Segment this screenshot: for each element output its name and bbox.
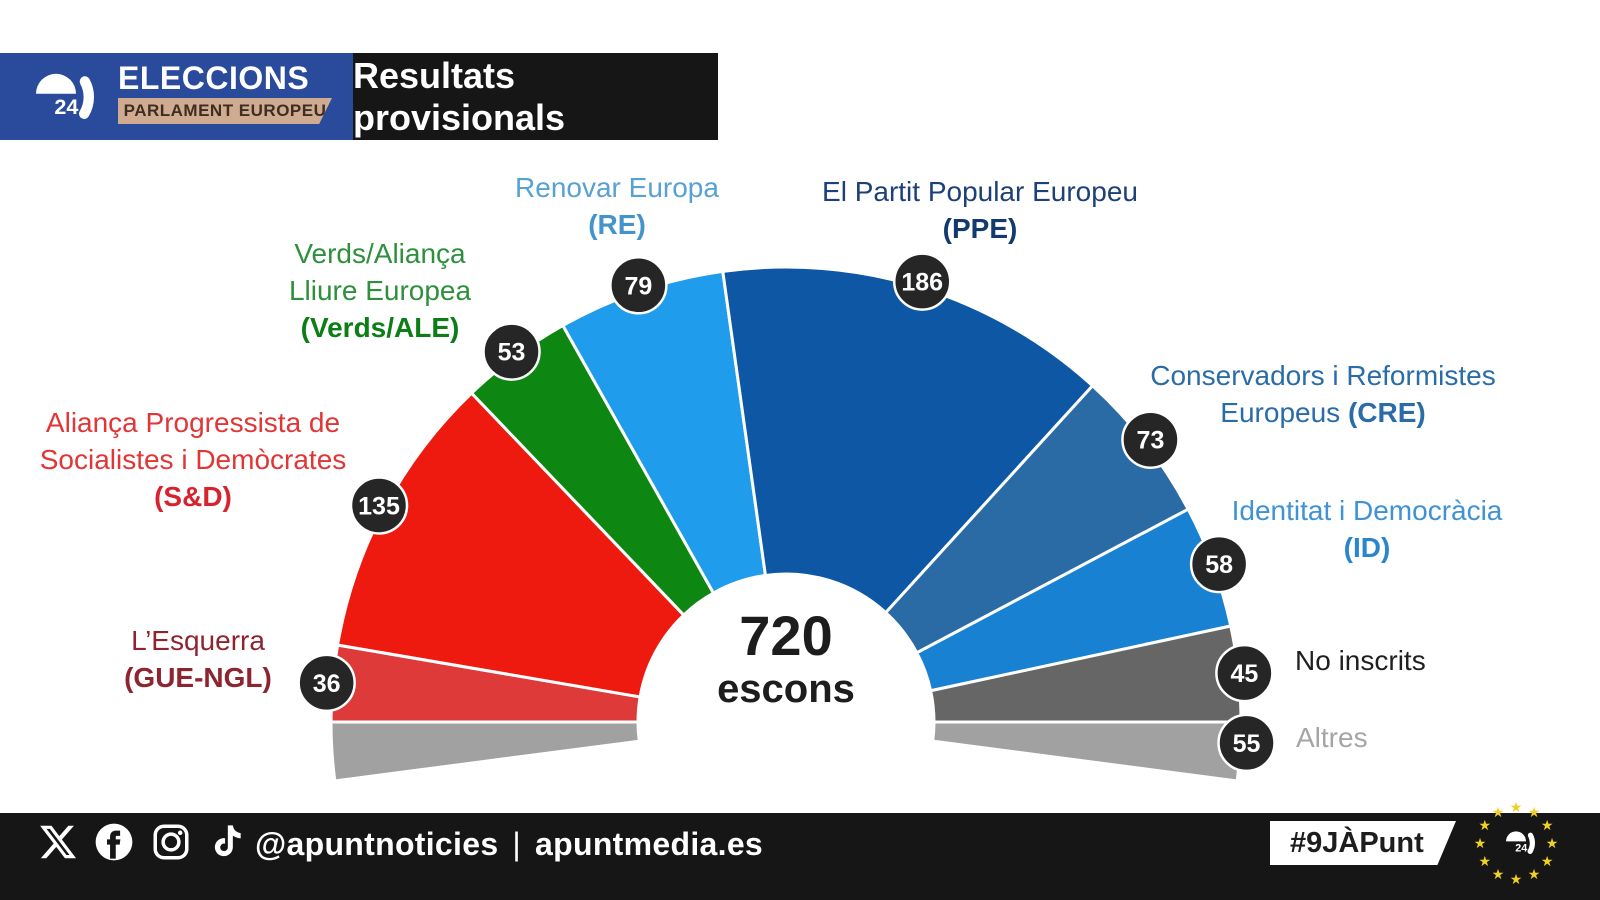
apunt-24-logo-icon bbox=[16, 57, 96, 137]
eu-star-icon: ★ bbox=[1509, 799, 1523, 815]
svg-text:186: 186 bbox=[901, 269, 943, 297]
total-seats-value: 720 bbox=[739, 604, 833, 667]
eu-star-icon: ★ bbox=[1540, 817, 1554, 833]
header-subtitle-ribbon: PARLAMENT EUROPEU bbox=[118, 98, 332, 124]
header-subtitle: PARLAMENT EUROPEU bbox=[123, 101, 327, 120]
eu-star-icon: ★ bbox=[1478, 817, 1492, 833]
eu-star-icon: ★ bbox=[1491, 866, 1505, 883]
hemicycle-chart: 36 135 53 79 186 73 58 45 55 bbox=[297, 252, 1276, 783]
header-title: ELECCIONS bbox=[118, 60, 310, 96]
apunt-24-logo-small-icon bbox=[1496, 823, 1536, 863]
party-label-no-inscrits: No inscrits bbox=[1295, 645, 1426, 676]
svg-text:45: 45 bbox=[1230, 660, 1258, 688]
seat-badge-gue-ngl: 36 bbox=[297, 653, 356, 713]
seat-badge-re: 79 bbox=[609, 256, 668, 315]
website-url: apuntmedia.es bbox=[535, 826, 764, 862]
x-icon bbox=[40, 825, 77, 859]
hashtag-ribbon: #9JÀPunt bbox=[1270, 821, 1456, 865]
seat-badge-sd: 135 bbox=[349, 476, 409, 535]
social-handle: @apuntnoticies bbox=[255, 826, 499, 862]
eu-star-icon: ★ bbox=[1491, 803, 1505, 820]
eu-star-icon: ★ bbox=[1478, 853, 1492, 869]
seat-badge-id: 58 bbox=[1189, 534, 1249, 594]
eu-star-icon: ★ bbox=[1473, 835, 1487, 851]
wedge-altres bbox=[931, 720, 1243, 783]
chart-center-dome bbox=[638, 574, 934, 722]
footer-handles: @apuntnoticies | apuntmedia.es bbox=[255, 826, 763, 863]
eu-stars-apunt-logo: ★ ★ ★ ★ ★ ★ ★ ★ ★ ★ ★ ★ bbox=[1468, 795, 1564, 891]
header-brand-panel: ELECCIONS PARLAMENT EUROPEU bbox=[0, 53, 353, 140]
svg-text:79: 79 bbox=[624, 272, 652, 300]
seat-badge-no-inscrits: 45 bbox=[1215, 643, 1274, 703]
svg-text:55: 55 bbox=[1233, 730, 1261, 758]
eu-star-icon: ★ bbox=[1527, 866, 1541, 883]
party-label-altres: Altres bbox=[1296, 722, 1368, 753]
eu-star-icon: ★ bbox=[1527, 803, 1541, 820]
tiktok-icon bbox=[214, 825, 241, 857]
svg-text:73: 73 bbox=[1137, 427, 1165, 455]
svg-text:58: 58 bbox=[1205, 551, 1233, 579]
eu-star-icon: ★ bbox=[1540, 853, 1554, 869]
seat-badge-ppe: 186 bbox=[892, 252, 952, 311]
facebook-icon bbox=[95, 823, 133, 861]
eu-star-icon: ★ bbox=[1509, 871, 1523, 887]
seat-badge-altres: 55 bbox=[1217, 713, 1276, 773]
seat-badge-cre: 73 bbox=[1121, 410, 1180, 469]
footer-separator: | bbox=[512, 826, 522, 862]
social-icons bbox=[38, 821, 247, 863]
page-title: Resultats provisionals bbox=[353, 54, 566, 138]
header-banner-panel: Resultats provisionals bbox=[353, 53, 718, 140]
hashtag-label: #9JÀPunt bbox=[1290, 826, 1424, 859]
instagram-icon bbox=[153, 824, 189, 860]
svg-text:53: 53 bbox=[498, 339, 526, 367]
total-seats-label: 720 escons bbox=[661, 606, 911, 712]
header-titles: ELECCIONS PARLAMENT EUROPEU bbox=[118, 61, 332, 124]
eu-star-icon: ★ bbox=[1545, 835, 1559, 851]
svg-text:135: 135 bbox=[358, 492, 400, 520]
total-seats-unit: escons bbox=[717, 667, 855, 711]
wedge-altres-left bbox=[329, 720, 641, 783]
seat-badge-verds-ale: 53 bbox=[482, 322, 541, 381]
svg-text:36: 36 bbox=[313, 670, 341, 698]
